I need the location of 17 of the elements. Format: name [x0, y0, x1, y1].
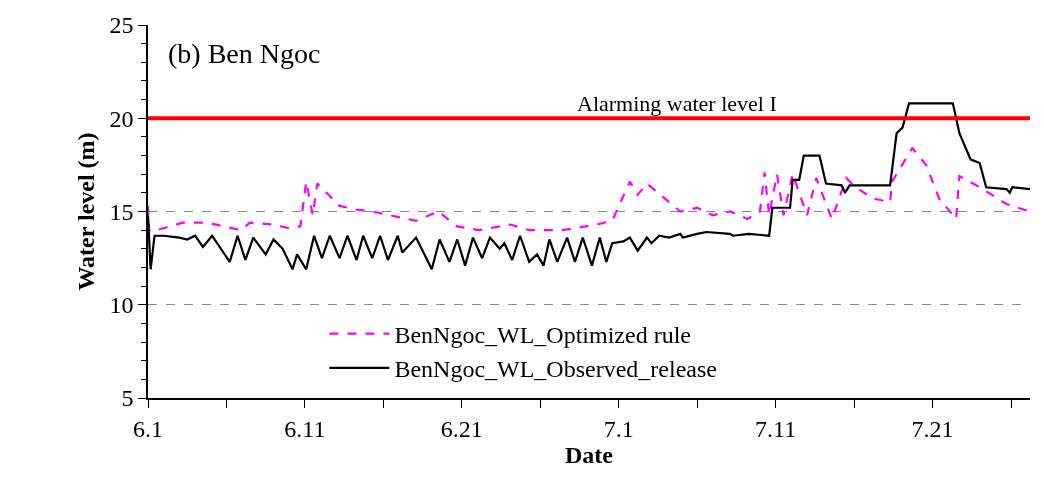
x-tick-label: 6.1 — [133, 415, 163, 442]
legend-label: BenNgoc_WL_Optimized rule — [394, 322, 691, 348]
x-axis-title: Date — [565, 441, 614, 468]
y-axis-title: Water level (m) — [73, 132, 100, 291]
y-tick-label: 10 — [109, 292, 134, 319]
x-tick-label: 7.1 — [603, 415, 634, 442]
ref-line-label: Alarming water level I — [577, 91, 777, 116]
x-tick-label: 7.11 — [755, 415, 797, 442]
y-tick-label: 5 — [121, 385, 134, 412]
y-tick-label: 15 — [109, 198, 134, 225]
x-tick-label: 6.11 — [284, 415, 326, 442]
x-tick-label: 7.21 — [911, 415, 954, 442]
x-tick-label: 6.21 — [440, 415, 483, 442]
y-tick-label: 20 — [109, 105, 134, 132]
y-tick-label: 25 — [109, 12, 134, 39]
annotation: (b) Ben Ngoc — [168, 38, 321, 69]
legend-label: BenNgoc_WL_Observed_release — [394, 356, 717, 383]
